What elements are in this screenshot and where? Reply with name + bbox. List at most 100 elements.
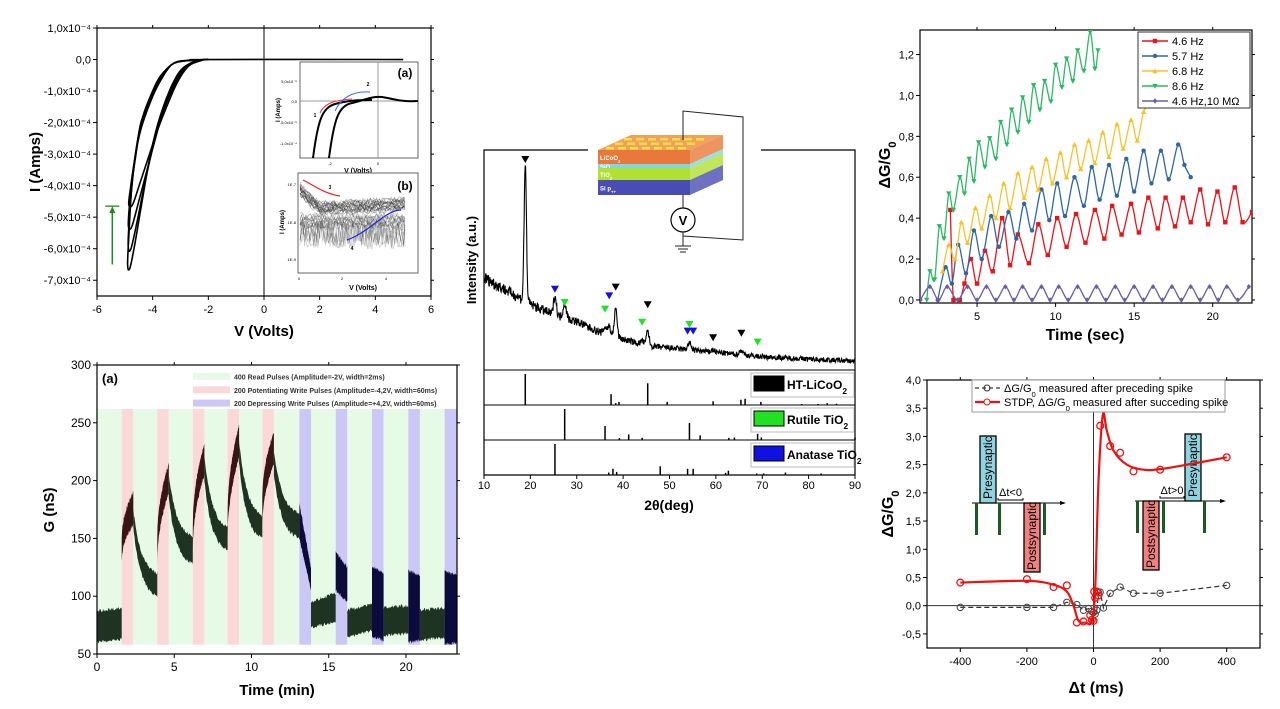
- y-tick-label: 4,0: [906, 375, 921, 387]
- top-electrode: [654, 147, 662, 150]
- data-point: [1095, 48, 1101, 54]
- legend-label: 4.6 Hz: [1172, 36, 1204, 48]
- x-axis-label: Time (sec): [1046, 327, 1125, 344]
- data-point: [936, 224, 943, 230]
- data-point: [1029, 297, 1035, 303]
- y-tick-label: 0,5: [906, 572, 921, 584]
- x-tick-label: 10: [245, 660, 259, 674]
- y-axis-label: I (Amps): [27, 132, 44, 192]
- legend-label-main: STDP, ΔG/G: [1004, 397, 1066, 409]
- data-point: [1240, 220, 1245, 225]
- y-tick-label: 100: [71, 589, 91, 603]
- reference-label-main: Rutile TiO: [787, 413, 843, 427]
- inset-y-tick-label: 1E-8: [288, 220, 297, 225]
- stdp-data-point: [1116, 448, 1125, 457]
- data-point: [993, 297, 999, 303]
- x-tick-label: 6: [428, 304, 434, 316]
- data-point: [924, 297, 930, 303]
- data-point: [982, 164, 988, 170]
- conductance-trace-read: [383, 604, 409, 637]
- stdp-data-point: [1089, 616, 1098, 625]
- data-point: [1052, 62, 1059, 68]
- stdp-data-point: [1062, 581, 1071, 590]
- frequency-chart: 5 10 15 20 0,0 0,2 0,4 0,6 0,8 1,0 1,2 4.6 Hz 5.7 Hz…: [877, 27, 1255, 344]
- data-point: [1039, 283, 1044, 290]
- device-schematic: LiCoO2SiO2TiO2Si p++V: [598, 110, 744, 253]
- peak-marker-HT-LiCoO2: [737, 329, 746, 337]
- inset-trace: [299, 213, 406, 223]
- y-tick-label: -7,0x10⁻⁴: [44, 275, 91, 287]
- data-point: [920, 297, 923, 303]
- data-point: [1045, 252, 1050, 258]
- y-tick-label: 50: [78, 647, 92, 661]
- inset-trace: [299, 188, 406, 209]
- inset-frame: [297, 172, 419, 274]
- inset-trace: [299, 193, 406, 216]
- legend-marker: [1152, 83, 1158, 89]
- legend-label: 200 Depressing Write Pulses (Amplitude=+…: [234, 401, 437, 408]
- conductance-trace-dep: [372, 566, 384, 642]
- peak-marker-Rutile TiO2: [560, 299, 569, 306]
- inset-trace: [299, 188, 406, 213]
- data-point: [1064, 244, 1069, 249]
- layer-side: [690, 135, 723, 164]
- conductance-trace-read: [168, 474, 193, 565]
- data-point: [990, 269, 995, 274]
- delta-t-bracket: [1159, 496, 1185, 499]
- conductance-trace-pot: [227, 424, 240, 539]
- inset-x-tick-label: 0: [298, 276, 301, 281]
- inset-trace: [299, 215, 406, 225]
- peak-marker-Anatase TiO2: [683, 327, 692, 335]
- delta-t-label: Δt>0: [1161, 485, 1184, 497]
- layer-side: [690, 165, 723, 195]
- legend-label: 6.8 Hz: [1172, 66, 1204, 78]
- postsynaptic-pulse: [1023, 502, 1041, 573]
- inset-trace: [299, 222, 406, 232]
- data-point: [1083, 240, 1088, 245]
- data-point: [1015, 170, 1021, 176]
- data-point: [1166, 177, 1171, 182]
- legend-box: [971, 379, 1226, 413]
- iv-loop: [127, 58, 209, 208]
- inset-trace: [299, 217, 406, 228]
- presynaptic-label: Presynaptic: [1186, 434, 1200, 497]
- inset-trace: [299, 221, 406, 231]
- data-point: [1114, 193, 1120, 198]
- x-axis-label: Δt (ms): [1068, 680, 1123, 697]
- pulse-band-read: [97, 408, 122, 645]
- y-tick-label: 1,0x10⁻⁴: [47, 23, 91, 35]
- postsynaptic-label: Postsynaptic: [1025, 502, 1039, 570]
- data-point: [1158, 148, 1164, 153]
- data-point: [965, 283, 970, 290]
- layer-label: TiO2: [600, 173, 613, 181]
- y-tick-label: -2,0x10⁻⁴: [44, 118, 91, 130]
- x-tick-label: 20: [524, 480, 536, 492]
- data-point: [1003, 283, 1008, 290]
- legend-box: [1137, 31, 1251, 109]
- x-tick-label: 10: [478, 480, 490, 492]
- peak-marker-Rutile TiO2: [601, 305, 610, 313]
- data-point: [979, 256, 984, 262]
- data-point: [963, 271, 969, 276]
- legend-label: 4.6 Hz,10 MΩ: [1172, 96, 1240, 108]
- legend-swatch-dep: [193, 399, 230, 407]
- top-electrode: [678, 147, 686, 150]
- reference-label: Rutile TiO2: [787, 413, 848, 431]
- stdp-data-point: [1087, 615, 1096, 624]
- stdp-fit-line: [960, 411, 1227, 626]
- x-tick-label: 50: [663, 480, 675, 492]
- data-point: [951, 297, 956, 303]
- data-point: [957, 175, 963, 180]
- pulse-band-dep: [299, 408, 311, 645]
- data-point: [986, 192, 993, 198]
- conductance-trace-dep: [444, 569, 457, 646]
- preceding-data-point: [1129, 589, 1138, 597]
- data-point: [1092, 66, 1098, 72]
- inset-trace: [299, 220, 406, 230]
- stdp-data-point: [1096, 421, 1105, 430]
- data-point: [1059, 85, 1065, 90]
- plot-area: [920, 30, 1252, 303]
- inset-trace: [299, 193, 406, 216]
- y-tick-label: 0,0: [76, 55, 91, 67]
- pulse-band-pot: [262, 408, 274, 645]
